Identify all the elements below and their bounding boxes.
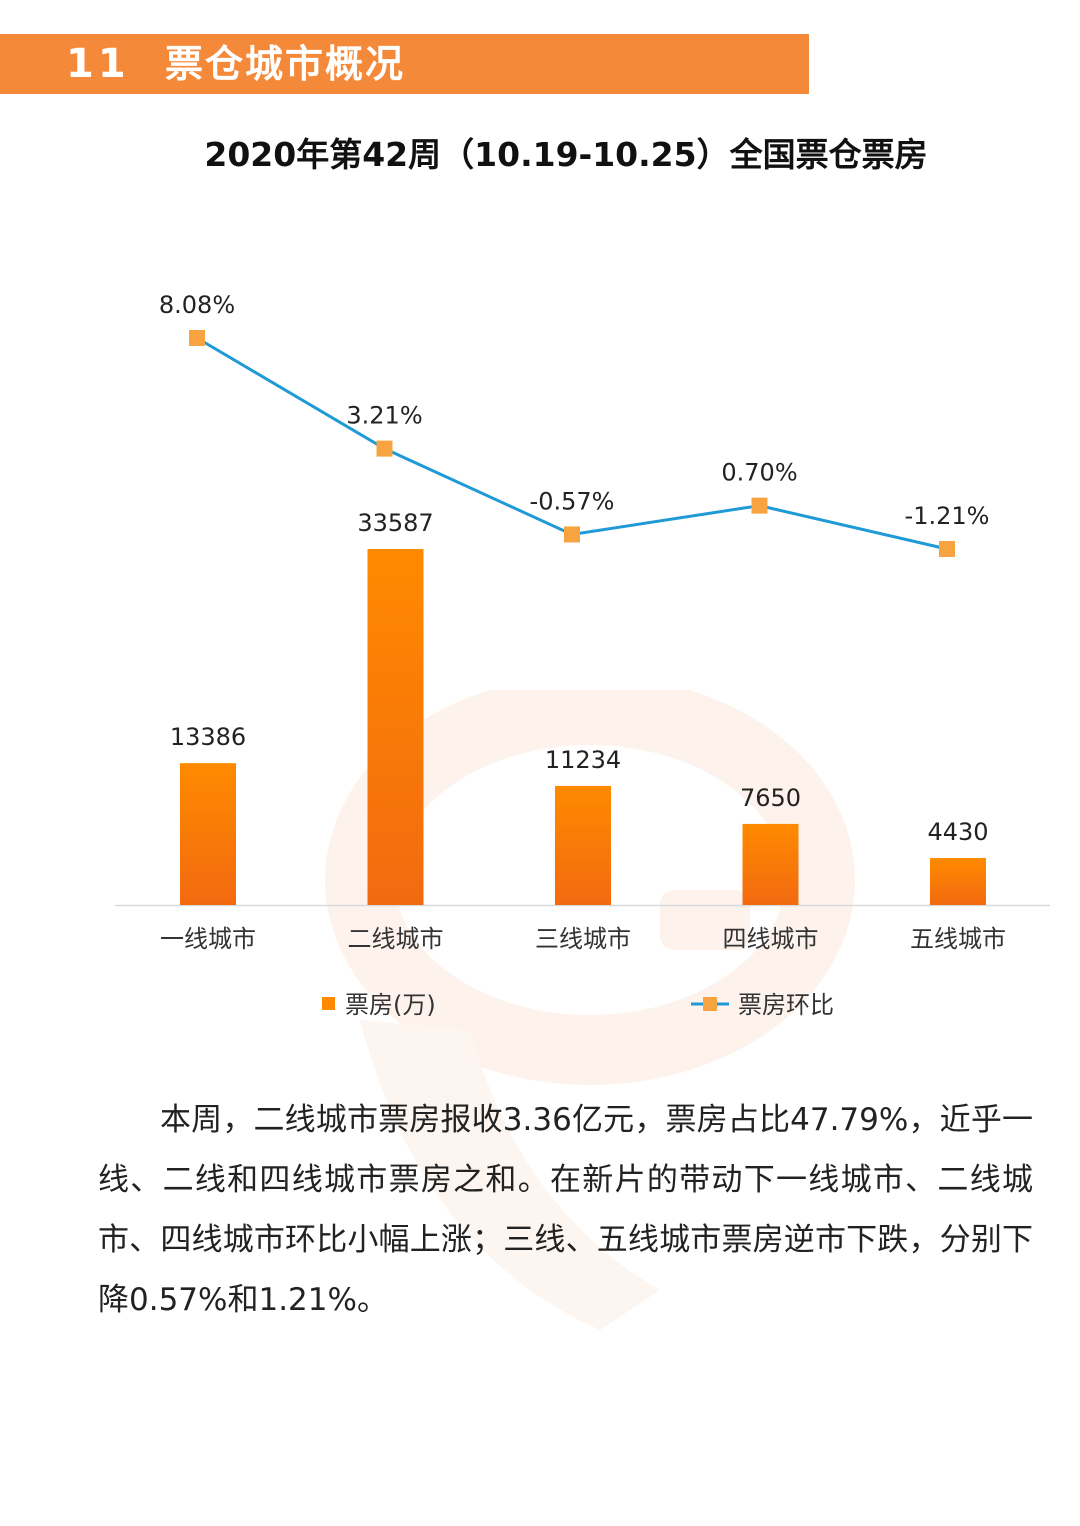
x-tick-label: 二线城市: [348, 925, 444, 953]
bar-2: [367, 549, 424, 905]
line-point-4: [751, 497, 768, 514]
bar-4: [742, 823, 799, 905]
bar-1: [180, 763, 236, 905]
summary-paragraph: 本周，二线城市票房报收3.36亿元，票房占比47.79%，近乎一线、二线和四线城…: [98, 1102, 1033, 1318]
bar-value-label: 4430: [927, 818, 988, 846]
x-tick-label: 五线城市: [910, 925, 1006, 953]
growth-line: [196, 336, 948, 551]
chart-title: 2020年第42周（10.19-10.25）全国票仓票房: [204, 135, 928, 174]
line-value-label: -1.21%: [905, 502, 990, 530]
bar-value-label: 13386: [170, 723, 246, 751]
bar-value-label: 11234: [545, 746, 621, 774]
section-number: 11: [66, 41, 130, 87]
legend-bar-swatch: [322, 997, 335, 1010]
line-value-label: 3.21%: [346, 402, 422, 430]
x-tick-label: 四线城市: [723, 925, 819, 953]
line-value-label: 8.08%: [159, 291, 235, 319]
legend-line-label: 票房环比: [738, 991, 834, 1019]
box-office-chart: 13386 一线城市 33587 二线城市 11234 三线城市 7650 四线城市 4430 五…: [115, 291, 1050, 1019]
legend-line-marker: [703, 997, 717, 1011]
bar-5: [930, 858, 986, 905]
legend-bar-label: 票房(万): [345, 991, 436, 1019]
line-value-label: -0.57%: [530, 487, 615, 515]
line-point-3: [564, 526, 580, 543]
section-header: 11 票仓城市概况: [0, 34, 809, 94]
line-value-label: 0.70%: [721, 459, 797, 487]
line-point-1: [189, 330, 205, 346]
bar-value-label: 33587: [357, 509, 433, 537]
bar-3: [555, 785, 611, 905]
x-tick-label: 一线城市: [160, 925, 256, 953]
line-point-2: [376, 440, 393, 457]
line-point-5: [939, 541, 955, 557]
x-tick-label: 三线城市: [535, 925, 631, 953]
section-title: 票仓城市概况: [165, 42, 406, 86]
bar-value-label: 7650: [740, 784, 801, 812]
